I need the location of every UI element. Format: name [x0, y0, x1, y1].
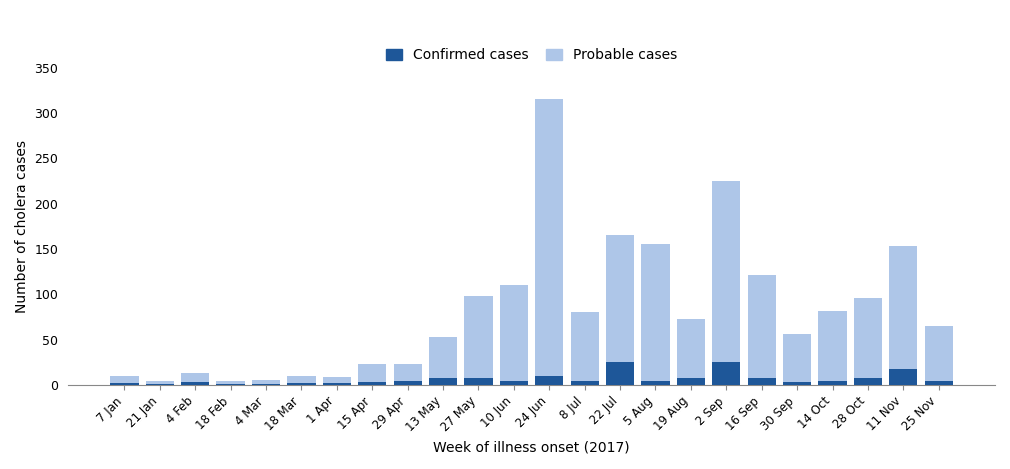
Bar: [216, 381, 244, 384]
Bar: [889, 246, 917, 369]
Bar: [641, 380, 670, 385]
Bar: [783, 334, 811, 382]
Bar: [181, 382, 209, 385]
Bar: [853, 298, 882, 378]
Bar: [535, 376, 564, 385]
Bar: [394, 380, 422, 385]
X-axis label: Week of illness onset (2017): Week of illness onset (2017): [433, 440, 630, 454]
Bar: [359, 382, 387, 385]
Bar: [145, 381, 174, 384]
Bar: [571, 380, 599, 385]
Bar: [500, 285, 528, 380]
Bar: [712, 181, 740, 363]
Bar: [145, 384, 174, 385]
Bar: [677, 319, 705, 378]
Bar: [110, 376, 138, 383]
Bar: [394, 364, 422, 380]
Bar: [110, 383, 138, 385]
Bar: [783, 382, 811, 385]
Bar: [606, 235, 634, 363]
Bar: [359, 364, 387, 382]
Bar: [712, 363, 740, 385]
Bar: [641, 244, 670, 380]
Bar: [677, 378, 705, 385]
Bar: [747, 275, 776, 378]
Bar: [818, 380, 846, 385]
Bar: [181, 373, 209, 382]
Bar: [287, 376, 315, 383]
Bar: [818, 310, 846, 380]
Bar: [924, 380, 952, 385]
Bar: [465, 378, 493, 385]
Bar: [747, 378, 776, 385]
Bar: [924, 326, 952, 380]
Bar: [571, 312, 599, 380]
Bar: [500, 380, 528, 385]
Bar: [889, 369, 917, 385]
Bar: [216, 384, 244, 385]
Bar: [535, 99, 564, 376]
Bar: [853, 378, 882, 385]
Bar: [287, 383, 315, 385]
Bar: [465, 296, 493, 378]
Bar: [606, 363, 634, 385]
Bar: [251, 384, 280, 385]
Bar: [251, 379, 280, 384]
Bar: [323, 383, 351, 385]
Bar: [429, 337, 458, 378]
Bar: [323, 377, 351, 383]
Bar: [429, 378, 458, 385]
Legend: Confirmed cases, Probable cases: Confirmed cases, Probable cases: [380, 43, 683, 68]
Y-axis label: Number of cholera cases: Number of cholera cases: [15, 140, 29, 313]
